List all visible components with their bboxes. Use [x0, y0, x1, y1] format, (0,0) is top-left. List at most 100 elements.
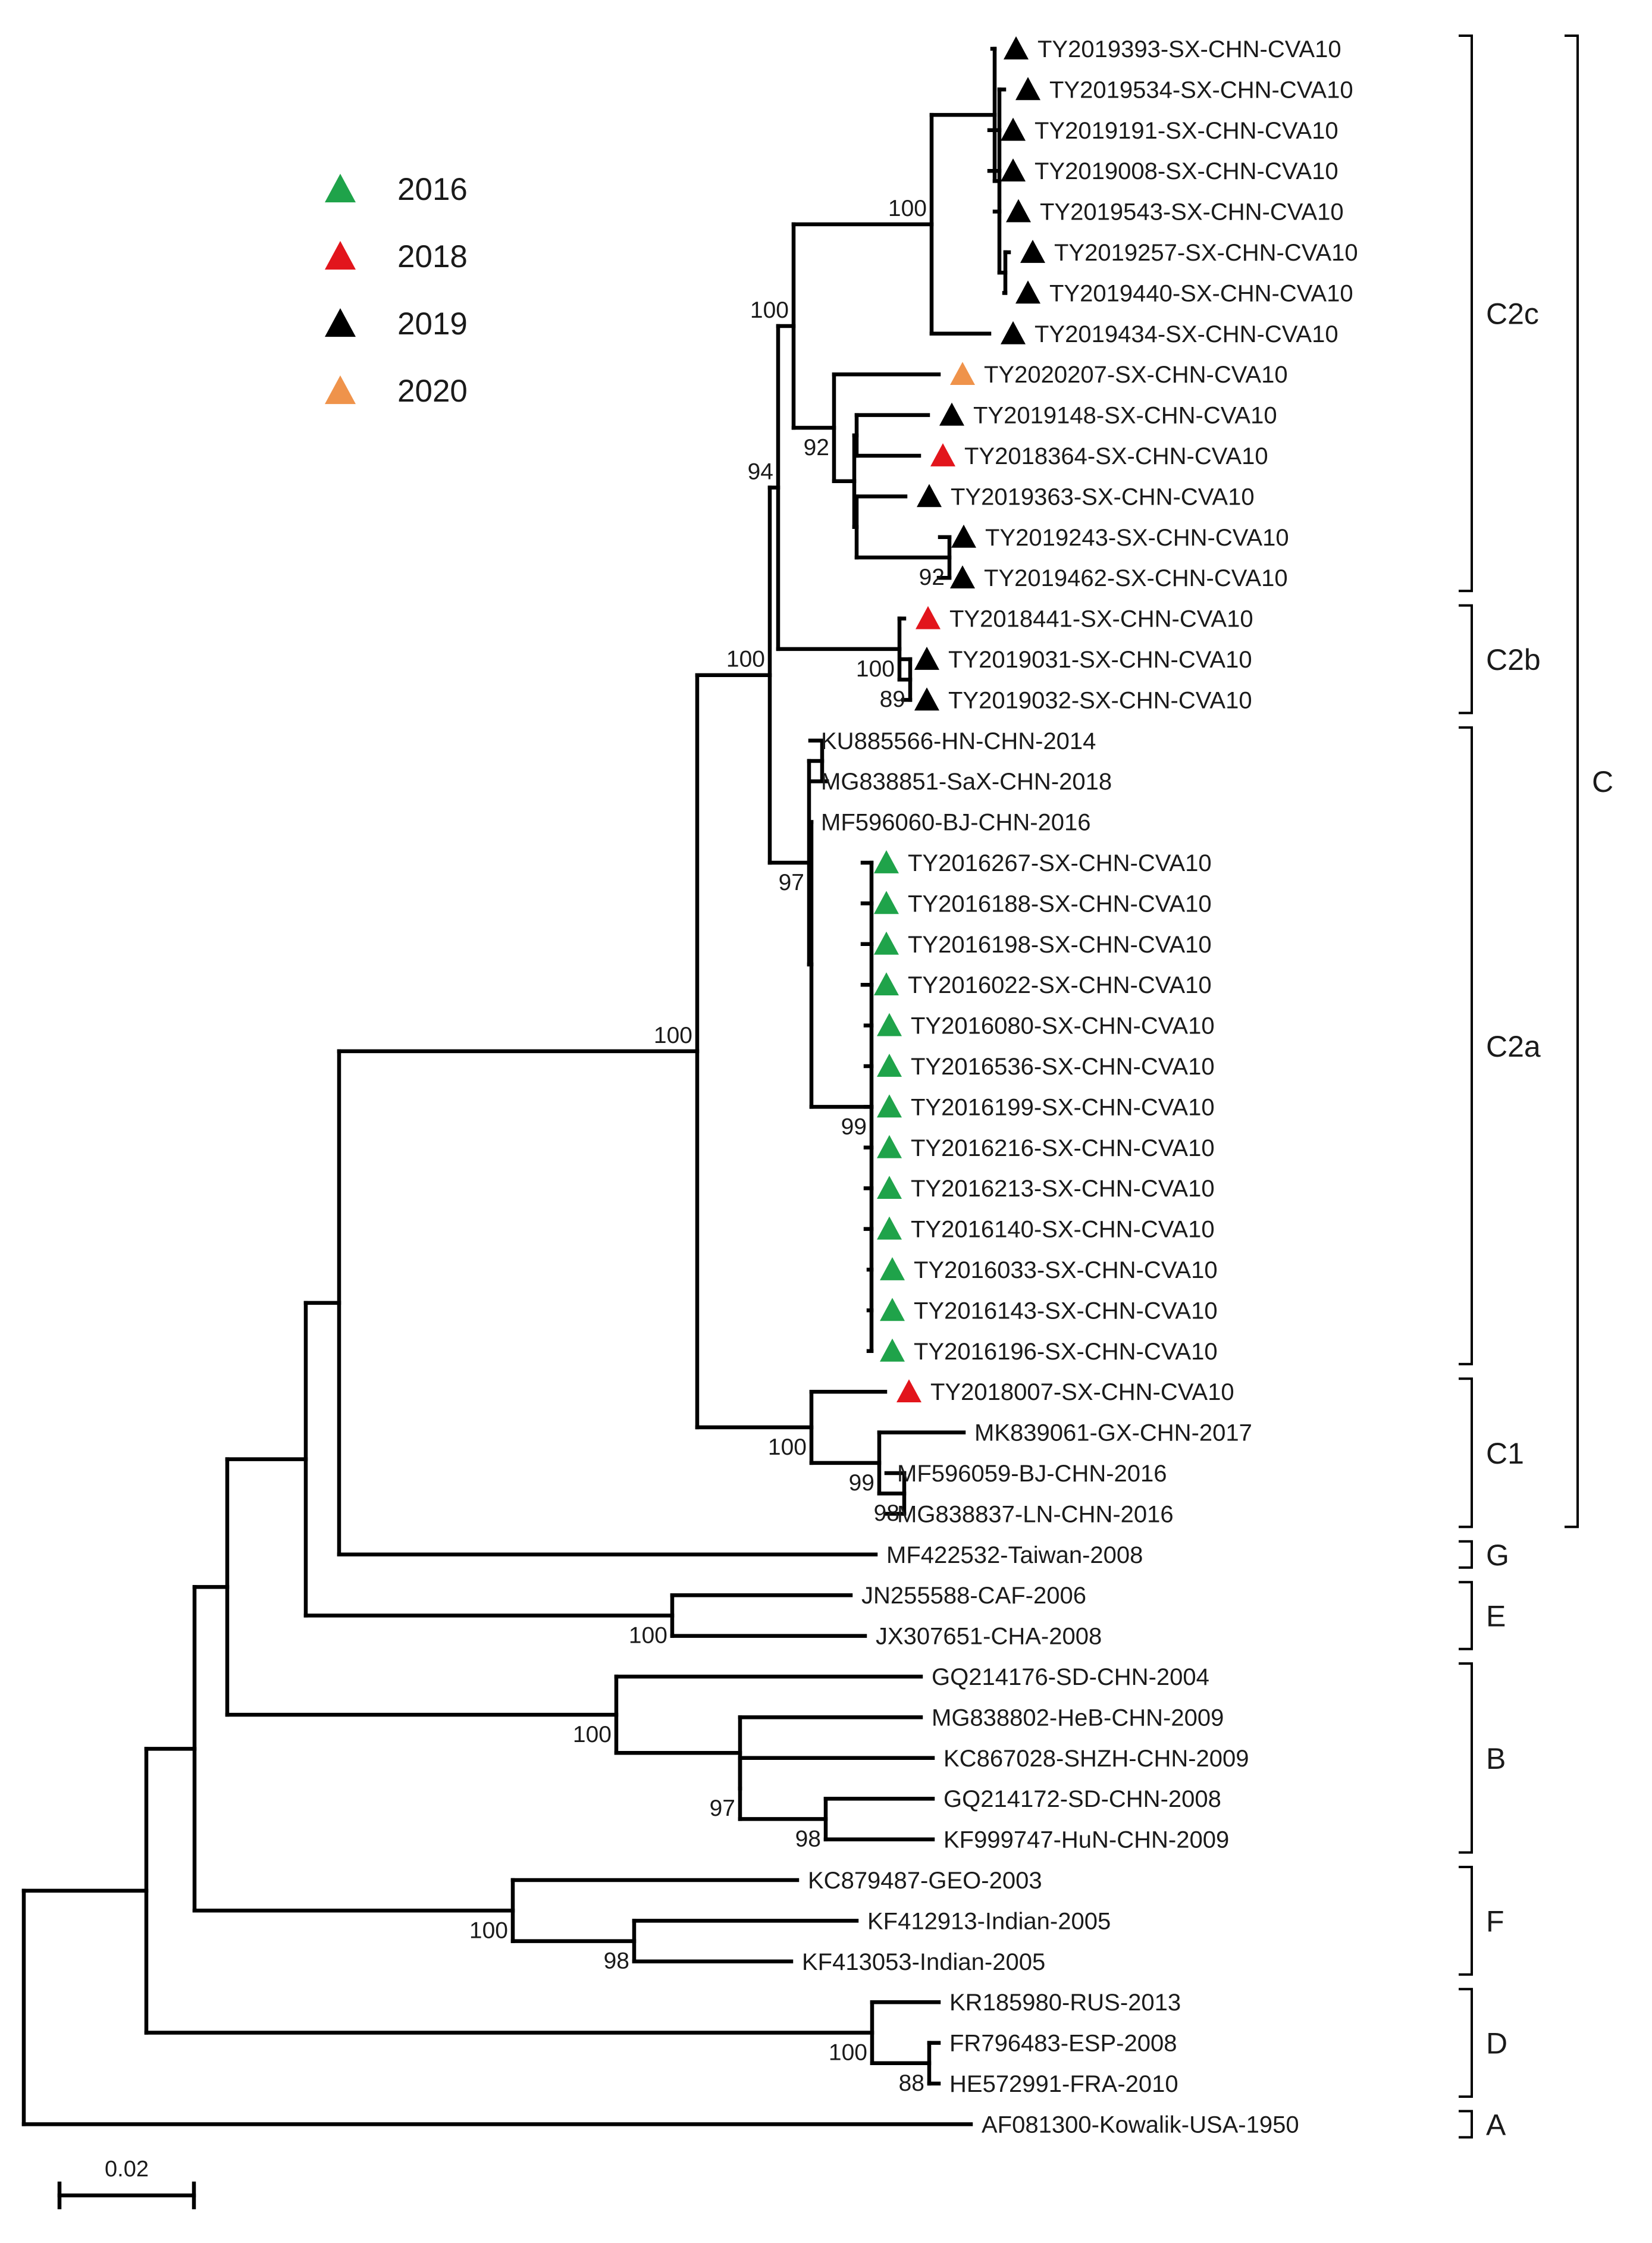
year-legend: 2016 2018 2019 2020	[325, 172, 468, 409]
leaf-triangle-2016	[877, 1054, 902, 1077]
leaf-triangle-2019	[1004, 36, 1029, 59]
leaf-label: KC867028-SHZH-CHN-2009	[943, 1746, 1249, 1772]
leaf-label: KR185980-RUS-2013	[949, 1990, 1181, 2016]
leaf-label: MG838802-HeB-CHN-2009	[932, 1705, 1224, 1731]
clade-bracket	[1459, 1866, 1473, 1976]
bootstrap-label: 92	[804, 435, 829, 460]
leaf-triangle-2018	[916, 606, 941, 629]
leaf-year-markers	[874, 36, 1045, 1403]
leaf-label: TY2019257-SX-CHN-CVA10	[1054, 240, 1358, 266]
clade-bracket	[1459, 1988, 1473, 2098]
leaf-triangle-2019	[914, 687, 939, 711]
leaf-label: TY2016198-SX-CHN-CVA10	[908, 932, 1212, 958]
leaf-label: KU885566-HN-CHN-2014	[821, 728, 1096, 754]
leaf-triangle-2016	[874, 850, 899, 873]
leaf-label: MF596059-BJ-CHN-2016	[897, 1461, 1167, 1487]
clade-bracket	[1459, 2110, 1473, 2139]
scale-bar-label: 0.02	[105, 2157, 149, 2182]
leaf-triangle-2019	[951, 524, 976, 548]
leaf-label: MF422532-Taiwan-2008	[886, 1542, 1143, 1568]
leaf-triangle-2016	[877, 1176, 902, 1199]
leaf-label: TY2019191-SX-CHN-CVA10	[1035, 118, 1338, 144]
leaf-label: TY2016143-SX-CHN-CVA10	[914, 1298, 1218, 1324]
legend-triangle-2016	[325, 174, 356, 203]
clade-label: C1	[1486, 1437, 1524, 1470]
bootstrap-label: 92	[919, 565, 945, 590]
leaf-label: TY2016196-SX-CHN-CVA10	[914, 1339, 1218, 1365]
leaf-triangle-2019	[1015, 77, 1040, 101]
leaf-triangle-2016	[877, 1216, 902, 1240]
leaf-label: TY2019148-SX-CHN-CVA10	[973, 403, 1277, 429]
leaf-label: MF596060-BJ-CHN-2016	[821, 810, 1091, 836]
clade-label-c: C	[1592, 765, 1613, 798]
clade-bracket	[1459, 1377, 1473, 1528]
leaf-label: TY2016033-SX-CHN-CVA10	[914, 1257, 1218, 1283]
leaf-triangle-2019	[950, 565, 975, 589]
clade-bracket-c	[1565, 35, 1579, 1528]
bootstrap-label: 99	[841, 1114, 867, 1139]
leaf-label: TY2018364-SX-CHN-CVA10	[964, 443, 1268, 469]
bootstrap-label: 100	[629, 1622, 667, 1648]
clade-bracket	[1459, 604, 1473, 715]
bootstrap-label: 89	[880, 687, 905, 712]
leaf-triangle-2016	[874, 891, 899, 914]
leaf-triangle-2019	[1006, 199, 1031, 223]
leaf-label: TY2016140-SX-CHN-CVA10	[911, 1217, 1215, 1243]
leaf-label: KF413053-Indian-2005	[802, 1949, 1045, 1975]
leaf-label: TY2018441-SX-CHN-CVA10	[949, 606, 1253, 632]
leaf-label: TY2019534-SX-CHN-CVA10	[1049, 77, 1353, 103]
bootstrap-label: 100	[768, 1434, 807, 1460]
bootstrap-label: 98	[795, 1826, 821, 1852]
clade-label: C2b	[1486, 643, 1541, 676]
bootstrap-label: 100	[654, 1023, 692, 1048]
clade-bracket	[1459, 35, 1473, 593]
bootstrap-label: 100	[573, 1722, 612, 1747]
bootstrap-label: 100	[726, 647, 765, 672]
leaf-triangle-2016	[874, 972, 899, 996]
leaf-triangle-2016	[880, 1298, 905, 1321]
leaf-triangle-2016	[877, 1013, 902, 1036]
leaf-label: TY2019462-SX-CHN-CVA10	[984, 565, 1288, 591]
leaf-label: AF081300-Kowalik-USA-1950	[982, 2112, 1299, 2138]
clade-label: A	[1486, 2108, 1506, 2141]
leaf-triangle-2019	[917, 484, 942, 508]
leaf-triangle-2016	[880, 1338, 905, 1362]
leaf-triangle-2019	[914, 647, 939, 670]
bootstrap-label: 100	[829, 2040, 867, 2066]
leaf-label: TY2016536-SX-CHN-CVA10	[911, 1054, 1215, 1080]
clade-label: G	[1486, 1539, 1509, 1572]
bootstrap-label: 97	[779, 870, 804, 895]
legend-label: 2016	[397, 172, 468, 207]
clade-bracket	[1459, 726, 1473, 1365]
clade-label: B	[1486, 1742, 1506, 1775]
leaf-label: TY2019031-SX-CHN-CVA10	[948, 647, 1252, 673]
leaf-labels: TY2019393-SX-CHN-CVA10 TY2019534-SX-CHN-C…	[802, 36, 1358, 2138]
leaf-triangle-2020	[950, 362, 975, 386]
clade-bracket	[1459, 1540, 1473, 1569]
leaf-label: FR796483-ESP-2008	[949, 2031, 1177, 2057]
leaf-label: TY2020207-SX-CHN-CVA10	[984, 362, 1288, 388]
leaf-label: JN255588-CAF-2006	[861, 1583, 1086, 1609]
leaf-label: TY2016022-SX-CHN-CVA10	[908, 972, 1212, 998]
leaf-label: MG838851-SaX-CHN-2018	[821, 769, 1112, 795]
leaf-triangle-2018	[930, 443, 955, 466]
leaf-triangle-2016	[874, 931, 899, 955]
leaf-triangle-2016	[877, 1135, 902, 1158]
bootstrap-label: 100	[856, 656, 895, 682]
leaf-label: TY2018007-SX-CHN-CVA10	[930, 1379, 1234, 1405]
leaf-label: TY2019032-SX-CHN-CVA10	[948, 687, 1252, 713]
leaf-label: TY2016080-SX-CHN-CVA10	[911, 1013, 1215, 1039]
leaf-triangle-2019	[1001, 321, 1026, 344]
legend-triangle-2020	[325, 375, 356, 405]
leaf-label: TY2019363-SX-CHN-CVA10	[951, 484, 1255, 510]
leaf-triangle-2019	[1001, 117, 1026, 141]
tree-branches	[21, 46, 1011, 2126]
leaf-triangle-2019	[1001, 158, 1026, 182]
leaf-label: TY2019393-SX-CHN-CVA10	[1037, 36, 1341, 62]
leaf-label: KF999747-HuN-CHN-2009	[943, 1827, 1229, 1853]
clade-label: F	[1486, 1904, 1504, 1938]
leaf-label: TY2016216-SX-CHN-CVA10	[911, 1135, 1215, 1161]
leaf-label: GQ214172-SD-CHN-2008	[943, 1786, 1221, 1812]
bootstrap-label: 100	[469, 1918, 508, 1943]
